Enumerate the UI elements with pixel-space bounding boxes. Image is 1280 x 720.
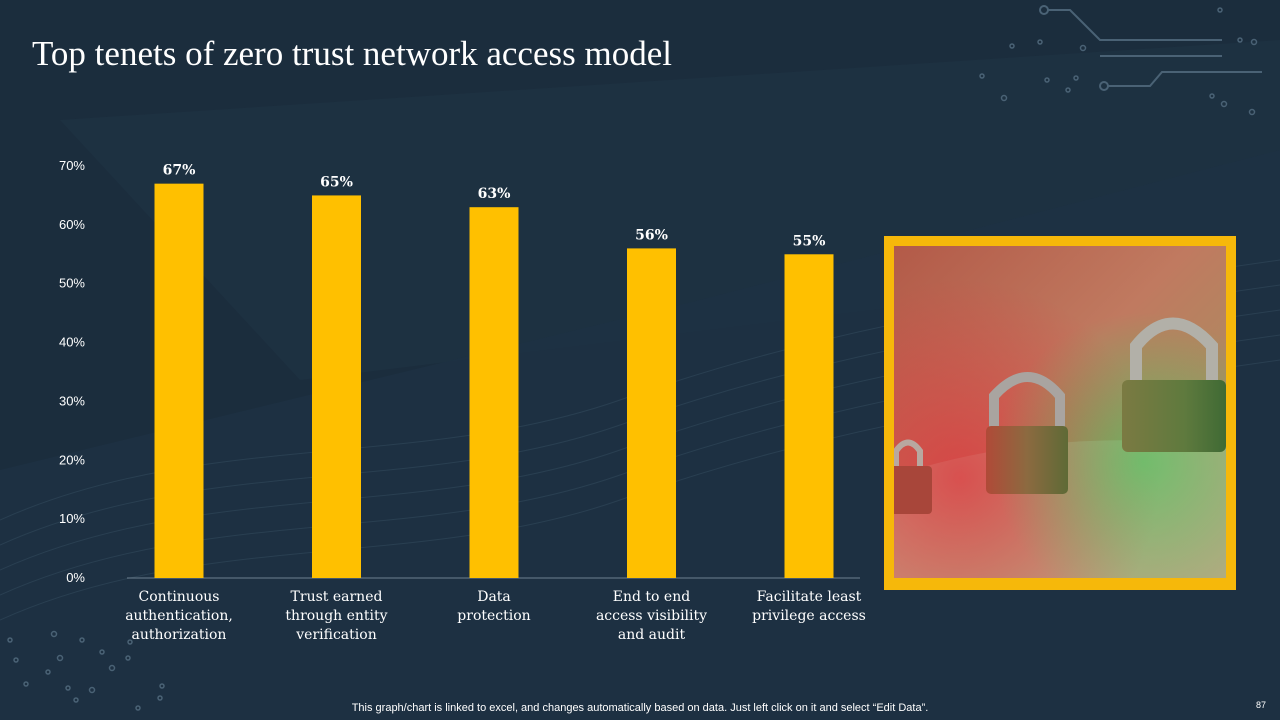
y-tick-label: 60% [59, 217, 85, 232]
bar[interactable] [154, 183, 204, 578]
category-label: Continuous authentication, authorization [125, 589, 233, 643]
footer-note: This graph/chart is linked to excel, and… [351, 702, 929, 714]
data-label: 63% [478, 186, 511, 202]
y-tick-label: 30% [59, 393, 85, 408]
data-label: 56% [635, 227, 668, 243]
bar[interactable] [312, 195, 361, 578]
y-tick-label: 0% [66, 570, 85, 585]
y-tick-label: 20% [59, 452, 85, 467]
y-tick-label: 70% [59, 158, 85, 173]
category-label: End to end access visibility and audit [596, 589, 707, 643]
circuit-decoration [1039, 5, 1262, 91]
page-number: 87 [1255, 700, 1266, 710]
page-title: Top tenets of zero trust network access … [32, 34, 672, 73]
bar[interactable] [469, 207, 519, 578]
photo-frame [884, 236, 1236, 590]
y-tick-label: 40% [59, 335, 85, 350]
category-label: Trust earned through entity verification [285, 589, 387, 643]
data-label: 67% [163, 163, 196, 179]
y-tick-label: 10% [59, 511, 85, 526]
data-label: 65% [320, 174, 353, 190]
data-label: 55% [793, 233, 826, 249]
bar[interactable] [627, 248, 676, 578]
y-tick-label: 50% [59, 276, 85, 291]
bar[interactable] [784, 254, 834, 579]
category-label: Data protection [457, 589, 530, 624]
padlocks-photo [894, 246, 1226, 578]
category-label: Facilitate least privilege access [752, 589, 866, 624]
